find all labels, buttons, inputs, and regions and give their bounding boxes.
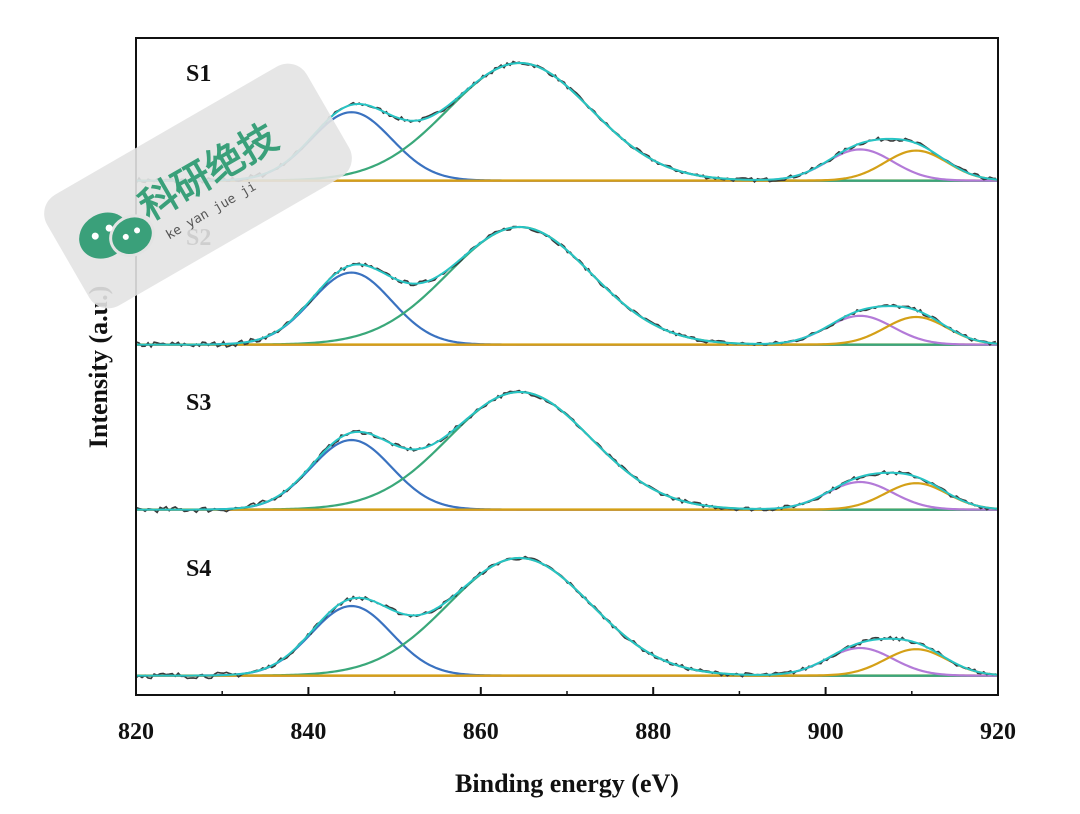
wechat-icon — [79, 212, 155, 259]
x-tick-label: 900 — [808, 719, 844, 745]
x-tick-label: 920 — [980, 719, 1016, 745]
panel-label: S4 — [186, 556, 211, 582]
raw-data-line — [135, 225, 997, 349]
x-axis-title: Binding energy (eV) — [455, 769, 679, 798]
fit-peak-2 — [136, 556, 998, 677]
panel-s4: S4 — [135, 555, 999, 680]
x-tick-label: 840 — [290, 719, 326, 745]
y-axis-title: Intensity (a.u.) — [84, 286, 113, 449]
fit-peak-3 — [136, 314, 999, 346]
x-tick-label: 820 — [118, 719, 154, 745]
fit-peak-3 — [136, 646, 999, 677]
raw-data-line — [135, 555, 997, 680]
fit-peak-3 — [136, 480, 999, 511]
x-tick-label: 860 — [463, 719, 499, 745]
envelope-fit-line — [136, 556, 999, 677]
fit-peak-4 — [136, 482, 999, 511]
x-tick-label: 880 — [635, 719, 671, 745]
fit-peak-2 — [136, 225, 998, 346]
panel-s2: S2 — [135, 225, 999, 349]
fit-peak-4 — [136, 648, 999, 677]
envelope-fit-line — [136, 390, 999, 511]
fit-peak-2 — [136, 390, 998, 511]
x-axis-ticks: 820 840 860 880 900 920 — [118, 687, 1016, 745]
panel-label: S1 — [186, 61, 211, 87]
raw-data-line — [135, 389, 997, 514]
watermark: 科研绝技 ke yan jue ji — [44, 63, 352, 309]
panel-label: S3 — [186, 390, 211, 416]
envelope-fit-line — [136, 225, 999, 346]
panel-s3: S3 — [135, 389, 999, 514]
fit-peak-4 — [136, 315, 999, 346]
